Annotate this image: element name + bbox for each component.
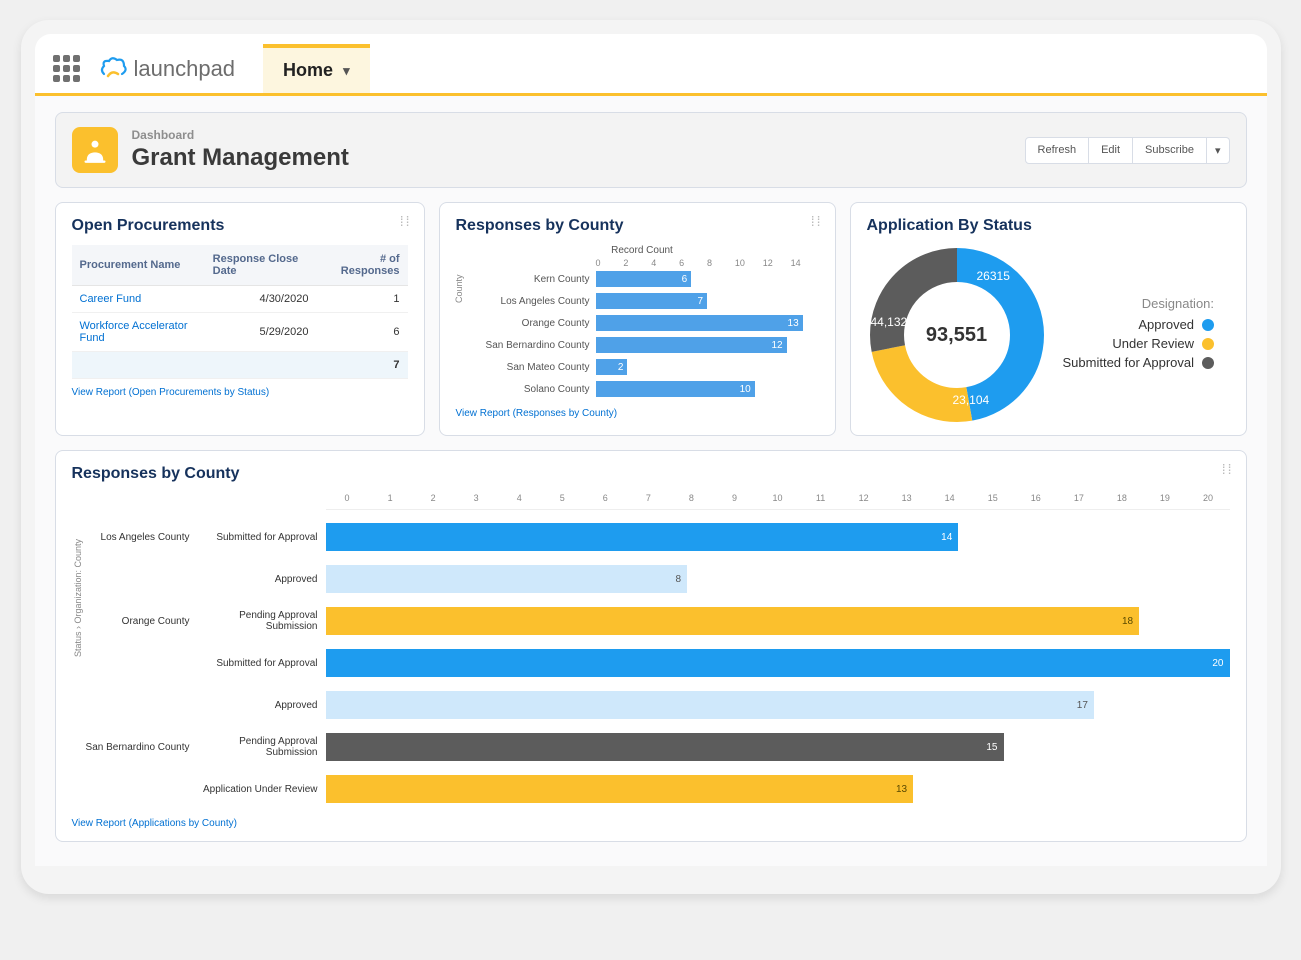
breadcrumb: Dashboard xyxy=(132,128,349,142)
panel-responses-by-county: ⁞⁞ Responses by County County Record Cou… xyxy=(439,202,836,436)
col-date: Response Close Date xyxy=(205,245,317,286)
donut-legend: Designation: Approved Under Review Submitt… xyxy=(1063,296,1215,374)
brand-name: launchpad xyxy=(134,56,236,82)
header-actions: Refresh Edit Subscribe ▾ xyxy=(1025,137,1230,164)
panel-title: Open Procurements xyxy=(72,217,408,235)
panel-open-procurements: ⁞⁞ Open Procurements Procurement Name Re… xyxy=(55,202,425,436)
y-axis-label: Status › Organization: County xyxy=(73,538,83,656)
chart-bar-row: San Bernardino CountyPending Approval Su… xyxy=(86,726,1230,768)
page-header: Dashboard Grant Management Refresh Edit … xyxy=(55,112,1247,188)
chart-bar-row: Orange County13 xyxy=(466,312,819,334)
panel-application-by-status: Application By Status 93,551 44,13223,10… xyxy=(850,202,1247,436)
panel-title: Application By Status xyxy=(867,217,1230,235)
col-name: Procurement Name xyxy=(72,245,205,286)
chevron-down-icon: ▾ xyxy=(343,63,350,79)
chart-bar-row: San Mateo County2 xyxy=(466,356,819,378)
panel-title: Responses by County xyxy=(456,217,819,235)
drag-handle-icon[interactable]: ⁞⁞ xyxy=(811,213,823,229)
app-launcher-icon[interactable] xyxy=(53,55,80,82)
procurement-link[interactable]: Career Fund xyxy=(80,293,142,305)
chart-bar-row: Los Angeles County7 xyxy=(466,290,819,312)
x-axis-label: Record Count xyxy=(466,245,819,256)
launchpad-icon xyxy=(98,56,128,82)
view-report-link[interactable]: View Report (Responses by County) xyxy=(456,408,618,419)
panel-title: Responses by County xyxy=(72,465,1230,483)
legend-title: Designation: xyxy=(1063,296,1215,311)
tab-home-label: Home xyxy=(283,60,333,81)
tab-home[interactable]: Home ▾ xyxy=(263,44,370,93)
edit-button[interactable]: Edit xyxy=(1089,137,1133,164)
chart-bar-row: San Bernardino County12 xyxy=(466,334,819,356)
table-row: Career Fund4/30/20201 xyxy=(72,286,408,313)
procurements-table: Procurement Name Response Close Date # o… xyxy=(72,245,408,379)
subscribe-button[interactable]: Subscribe xyxy=(1133,137,1207,164)
chart-bar-row: Solano County10 xyxy=(466,378,819,400)
table-row: Workforce Accelerator Fund5/29/20206 xyxy=(72,313,408,352)
donut-segment-label: 26315 xyxy=(977,269,1010,283)
legend-item: Submitted for Approval xyxy=(1063,355,1215,370)
dashboard-icon xyxy=(72,127,118,173)
col-count: # of Responses xyxy=(316,245,407,286)
view-report-link[interactable]: View Report (Open Procurements by Status… xyxy=(72,387,270,398)
view-report-link[interactable]: View Report (Applications by County) xyxy=(72,818,237,829)
chart-bar-row: Submitted for Approval20 xyxy=(86,642,1230,684)
drag-handle-icon[interactable]: ⁞⁞ xyxy=(1222,461,1234,477)
donut-chart: 93,551 44,13223,10426315 xyxy=(867,245,1047,425)
donut-segment-label: 23,104 xyxy=(953,393,990,407)
chart-bar-row: Application Under Review13 xyxy=(86,768,1230,810)
refresh-button[interactable]: Refresh xyxy=(1025,137,1090,164)
donut-segment-label: 44,132 xyxy=(871,315,908,329)
y-axis-label: County xyxy=(454,274,464,303)
chart-bar-row: Kern County6 xyxy=(466,268,819,290)
legend-item: Approved xyxy=(1063,317,1215,332)
brand-logo: launchpad xyxy=(98,56,236,82)
legend-item: Under Review xyxy=(1063,336,1215,351)
drag-handle-icon[interactable]: ⁞⁞ xyxy=(400,213,412,229)
chart-bar-row: Approved8 xyxy=(86,558,1230,600)
panel-responses-by-county-large: ⁞⁞ Responses by County Status › Organiza… xyxy=(55,450,1247,842)
chart-bar-row: Approved17 xyxy=(86,684,1230,726)
more-actions-button[interactable]: ▾ xyxy=(1207,137,1230,164)
procurement-link[interactable]: Workforce Accelerator Fund xyxy=(80,320,188,344)
chart-bar-row: Orange CountyPending Approval Submission… xyxy=(86,600,1230,642)
page-title: Grant Management xyxy=(132,144,349,172)
chart-bar-row: Los Angeles CountySubmitted for Approval… xyxy=(86,516,1230,558)
